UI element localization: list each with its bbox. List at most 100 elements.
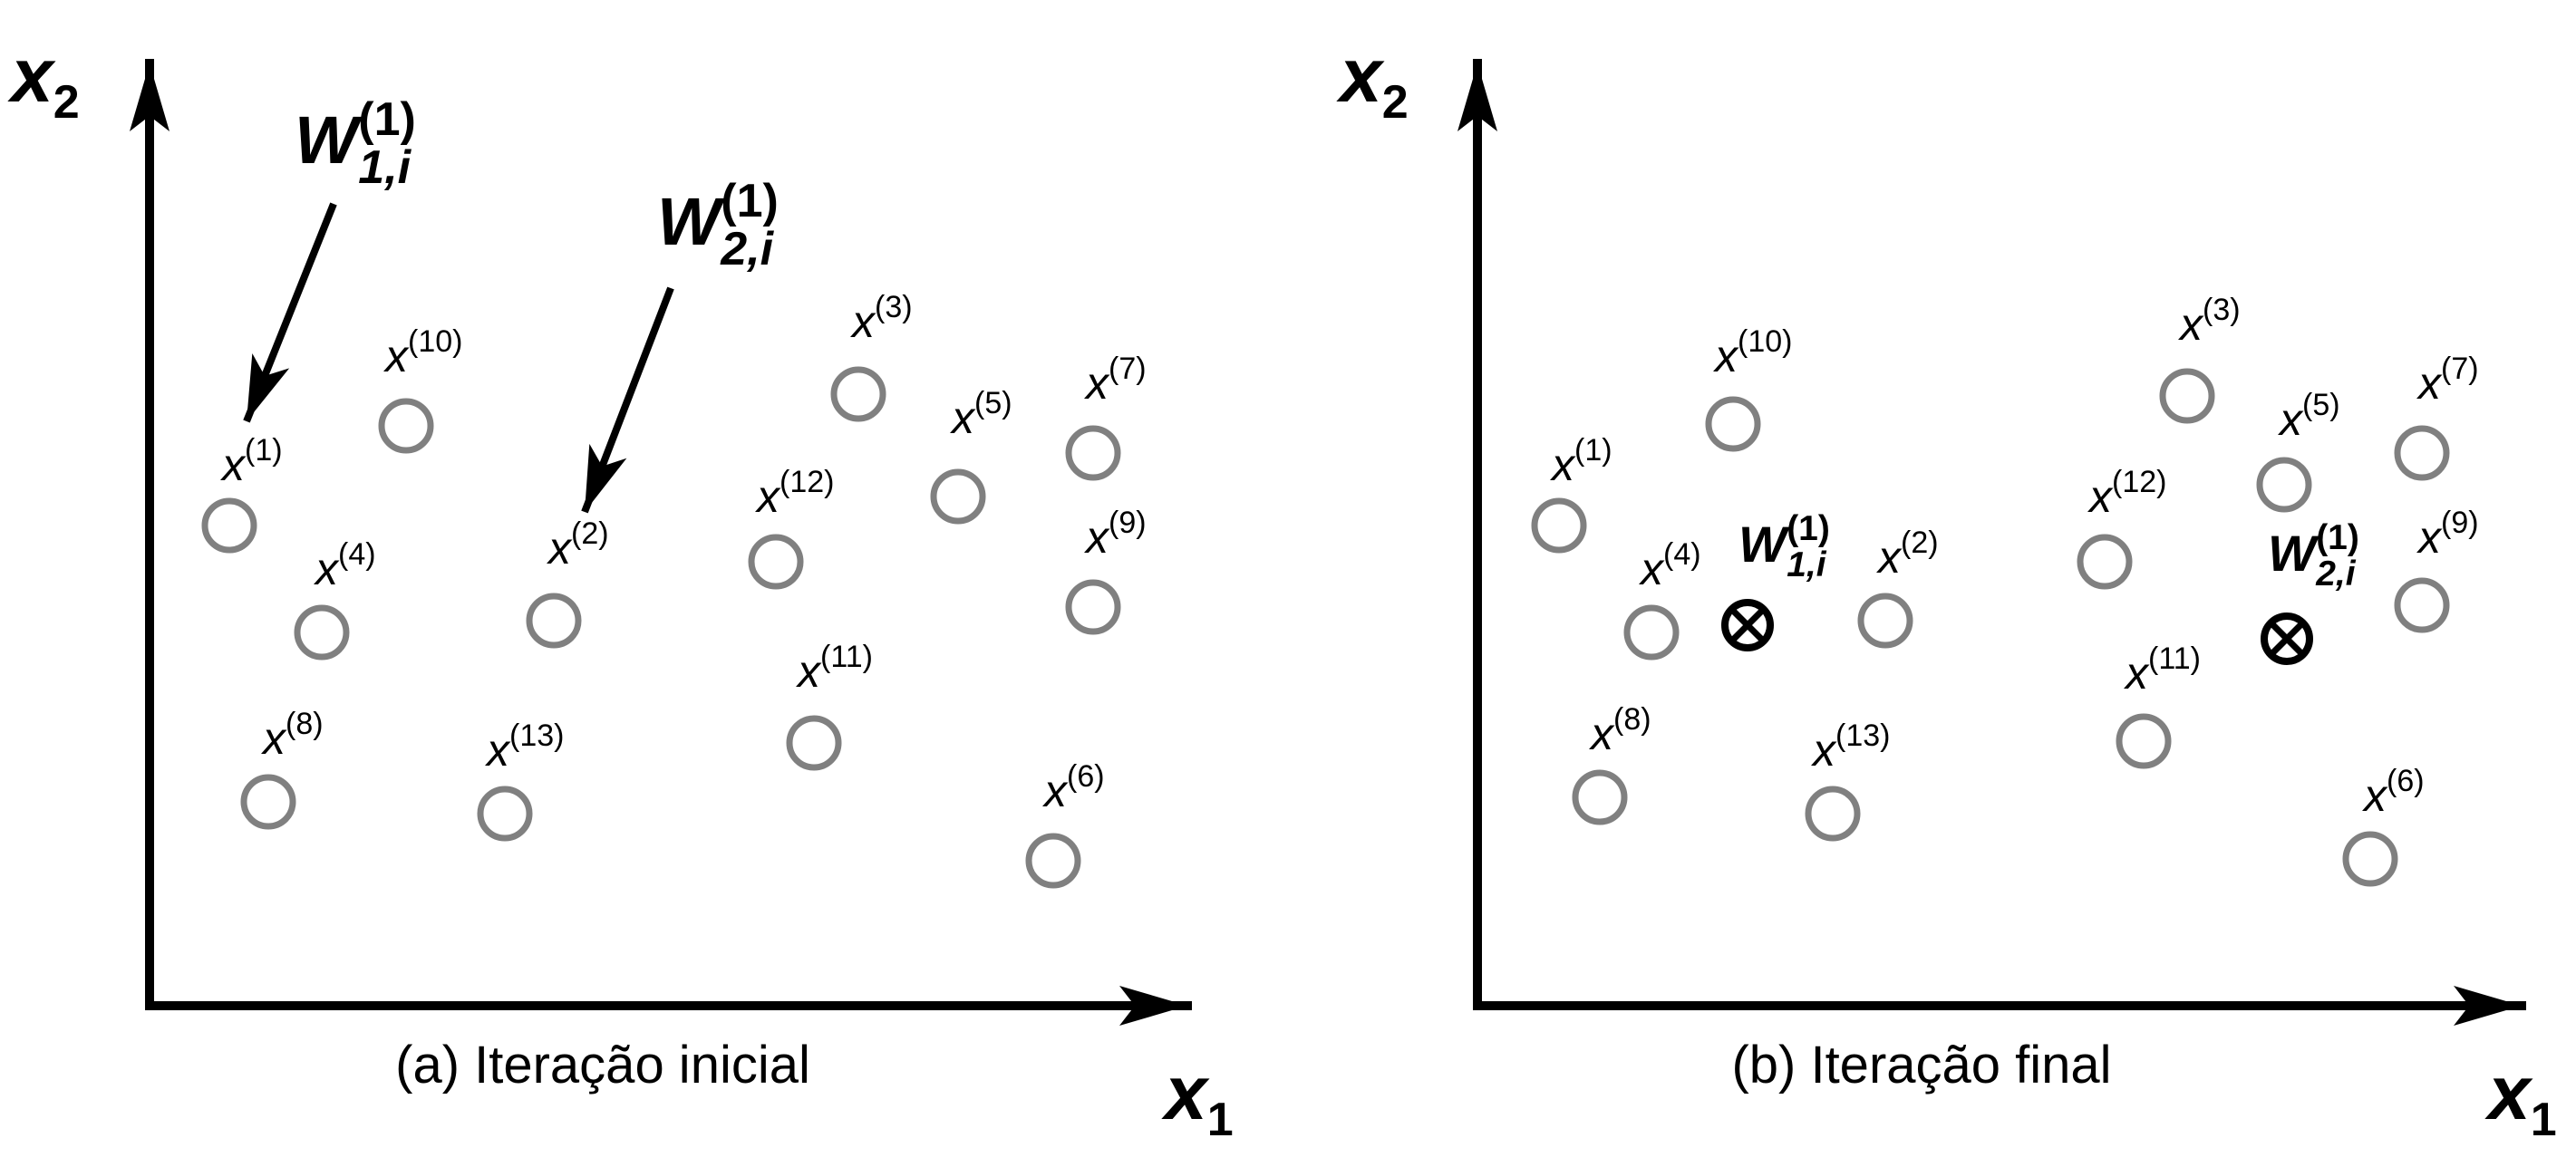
data-point-circle [1025,833,1081,889]
x-axis-arrowhead [1119,986,1187,1026]
data-point: x(1) [1531,433,1612,554]
weight-label: W(1) 2,i [657,175,779,275]
weight-label: W(1) 1,i [295,93,416,194]
otimes-marker [2261,612,2313,665]
data-point-circle [1572,769,1628,825]
data-point-circle [1857,593,1913,649]
data-point: x(10) [1705,324,1792,452]
data-point-label: x(3) [2178,293,2241,350]
data-point-circle [930,468,986,525]
data-point: x(6) [1025,759,1105,889]
data-point-label: x(6) [1042,759,1105,816]
data-point-label: x(1) [220,433,283,490]
data-point: x(3) [830,290,913,422]
y-axis-label: x2 [1336,33,1409,129]
data-point: x(8) [240,707,324,830]
data-point-circle [1705,396,1761,452]
data-point-circle [1805,786,1861,842]
data-point-label: x(7) [2416,352,2479,409]
data-point-label: x(4) [314,537,376,594]
data-point-circle [1065,579,1121,635]
data-point: x(12) [2077,465,2166,590]
weight-label: W(1) 2,i [2268,518,2359,593]
data-point-label: x(12) [2087,465,2166,522]
weight-vector: W(1) 2,i [2261,518,2359,665]
data-point-label: x(5) [2278,388,2340,445]
data-point: x(10) [378,324,462,454]
panel-caption: (a) Iteração inicial [395,1036,810,1095]
data-point: x(6) [2342,764,2425,887]
data-point-circle [526,593,582,649]
weight-label: W(1) 1,i [1738,509,1830,584]
data-point-label: x(10) [1713,324,1792,381]
data-point-circle [2394,577,2450,633]
data-point-label: x(7) [1084,352,1147,409]
data-point-label: x(8) [1589,702,1651,759]
data-point-circle [2256,457,2312,513]
data-point-label: x(8) [261,707,324,764]
data-point-circle [2159,368,2215,424]
x-axis-label: x1 [1161,1050,1234,1146]
data-point-label: x(9) [2416,506,2479,563]
data-point-circle [294,604,350,661]
data-point: x(11) [2116,641,2201,769]
data-point-circle [240,774,296,830]
data-point: x(1) [201,433,283,554]
weight-vector: W(1) 1,i [243,93,416,423]
data-point-label: x(4) [1639,537,1701,594]
data-point-label: x(3) [850,290,913,347]
data-point-label: x(5) [950,386,1012,443]
data-point: x(4) [294,537,376,661]
data-point: x(12) [748,465,834,590]
data-point-circle [1623,604,1680,661]
data-point-label: x(13) [485,719,564,776]
data-point-circle [1531,497,1587,554]
data-point-circle [477,786,533,842]
data-point-circle [1065,425,1121,481]
data-point: x(13) [1805,719,1890,842]
data-point: x(3) [2159,293,2241,424]
data-point-label: x(10) [383,324,462,381]
y-axis-label: x2 [7,33,80,129]
data-point: x(8) [1572,702,1651,825]
data-point-label: x(1) [1550,433,1612,490]
data-point-circle [378,398,434,454]
data-point-label: x(11) [2124,641,2201,699]
panel-caption: (b) Iteração final [1731,1036,2111,1095]
data-point-label: x(11) [796,640,873,697]
data-point-circle [2394,425,2450,481]
data-point-label: x(6) [2362,764,2425,821]
data-point-circle [2116,713,2172,769]
data-point: x(9) [1065,506,1147,635]
data-point-label: x(13) [1811,719,1890,776]
data-point-label: x(2) [1876,526,1939,583]
weight-pointer-arrowhead [585,443,627,512]
y-axis-arrowhead [1457,63,1497,131]
y-axis-arrowhead [130,63,169,131]
panel-b: x1 x2 (b) Iteração final x(1) x(10) x(4) x(8) x… [1336,33,2557,1146]
otimes-marker [1721,599,1774,651]
data-point-circle [748,534,804,590]
data-point: x(2) [1857,526,1939,649]
data-point-label: x(2) [547,516,609,574]
weight-vector: W(1) 1,i [1721,509,1830,651]
data-point-circle [830,366,886,422]
data-point-circle [2342,831,2398,887]
weight-pointer-arrowhead [247,352,290,421]
data-point-circle [786,715,842,771]
data-point: x(5) [2256,388,2340,513]
data-point: x(7) [1065,352,1147,481]
data-point: x(13) [477,719,564,842]
data-point: x(7) [2394,352,2479,481]
data-point-circle [201,497,257,554]
data-point: x(4) [1623,537,1701,661]
data-point: x(11) [786,640,873,771]
data-point: x(9) [2394,506,2479,633]
x-axis-label: x1 [2484,1050,2557,1146]
panel-a: x1 x2 (a) Iteração inicial x(1) x(10) x(4) x(8… [7,33,1234,1146]
x-axis-arrowhead [2454,986,2522,1026]
weight-vector: W(1) 2,i [581,175,779,514]
data-point-label: x(9) [1084,506,1147,563]
